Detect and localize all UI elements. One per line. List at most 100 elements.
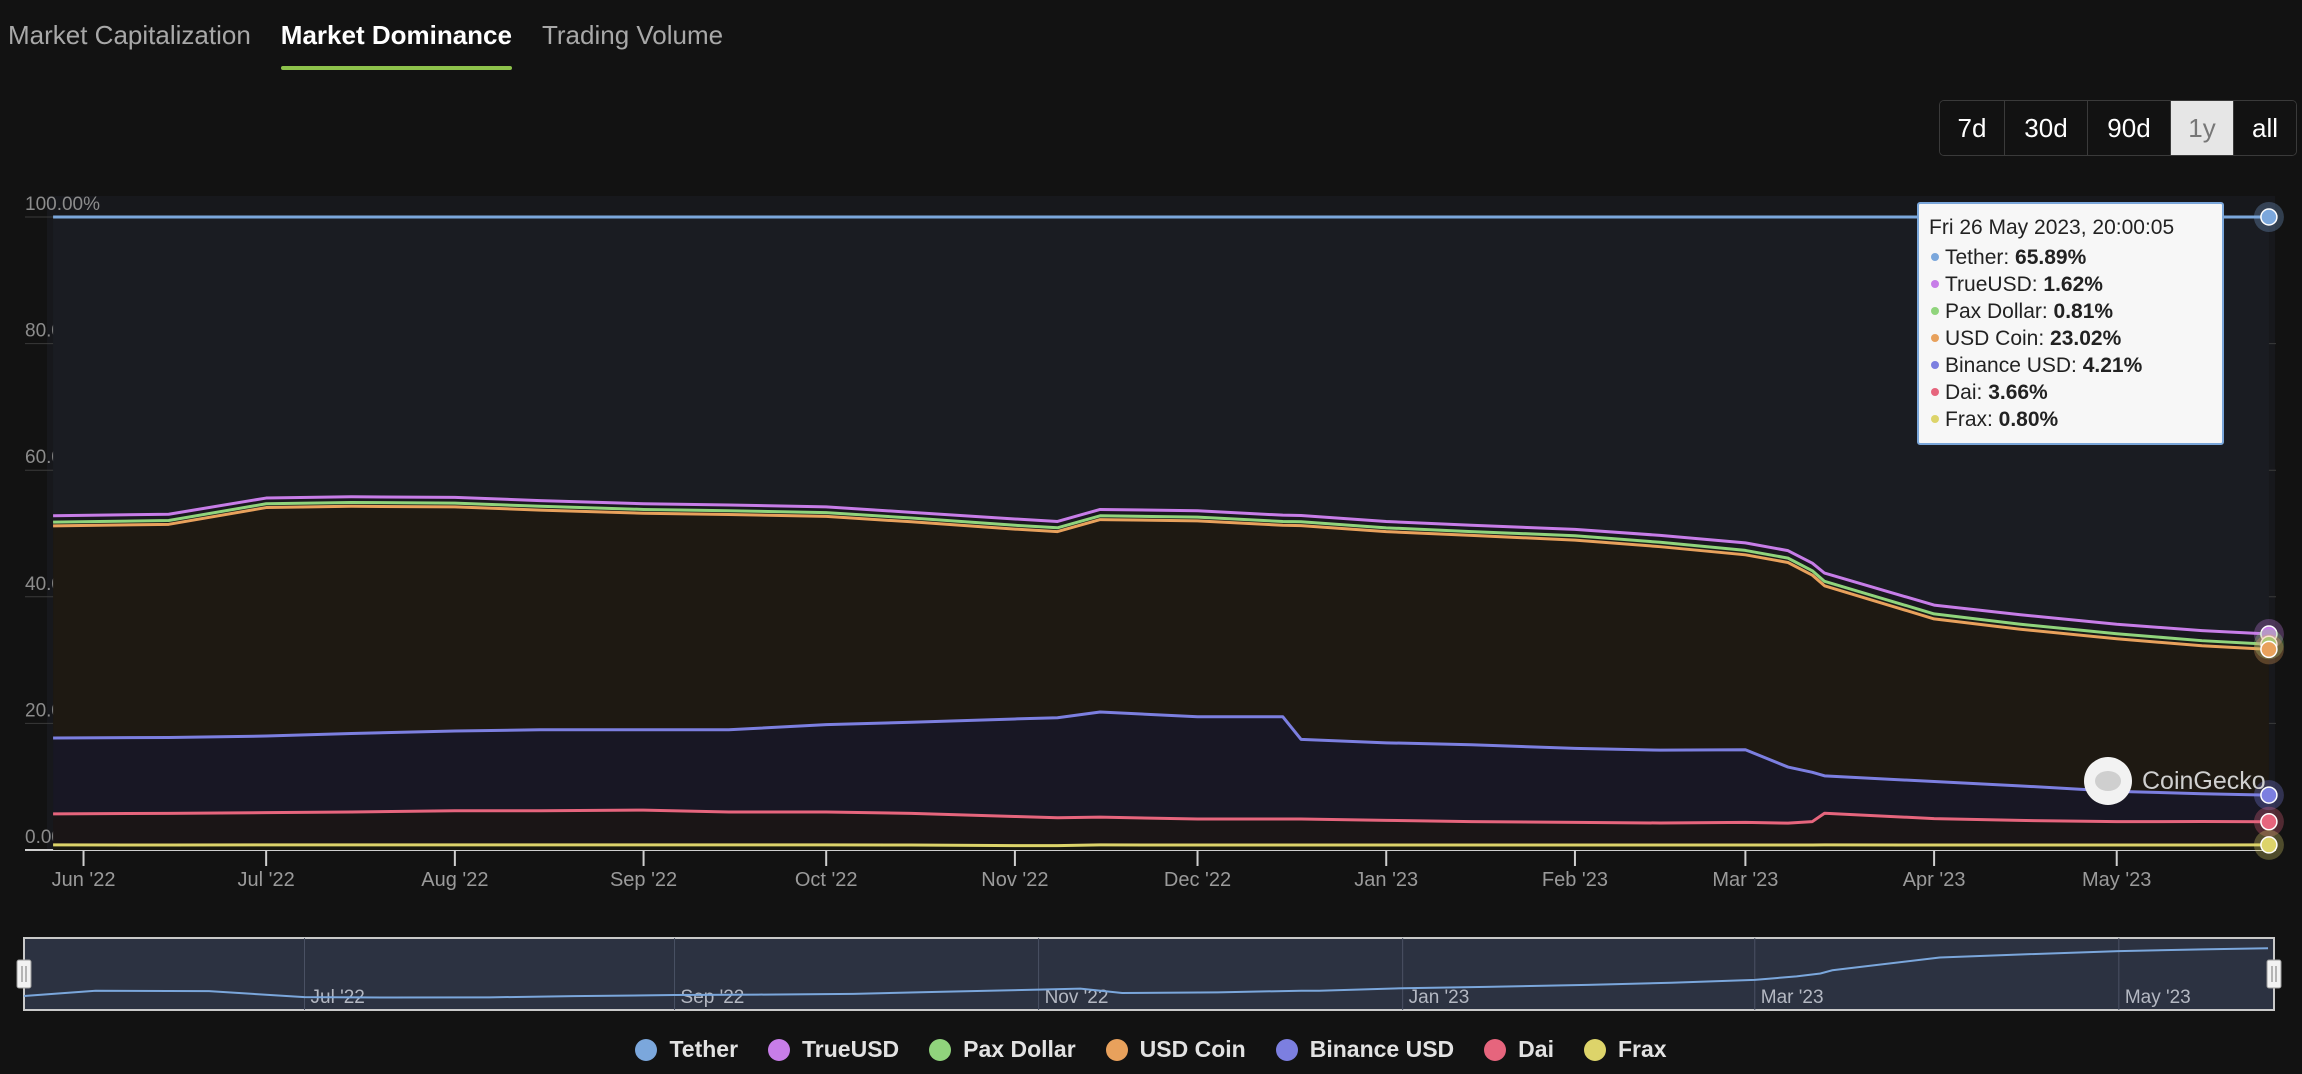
legend-label: USD Coin <box>1139 1036 1246 1062</box>
legend-dot-icon <box>768 1038 791 1061</box>
tooltip-series-value: 0.80% <box>1998 408 2059 431</box>
tooltip-series-name: USD Coin: <box>1945 327 2051 350</box>
tab-market-capitalization[interactable]: Market Capitalization <box>8 20 251 50</box>
navigator-tick-label: May '23 <box>2125 987 2191 1008</box>
tab-trading-volume[interactable]: Trading Volume <box>541 20 724 50</box>
line-pax-dollar <box>53 500 2269 646</box>
marker-point <box>2260 813 2278 831</box>
hover-markers <box>2253 202 2284 860</box>
coingecko-watermark: CoinGecko <box>2084 757 2266 805</box>
line-trueusd <box>53 495 2269 636</box>
tooltip-series-value: 23.02% <box>2050 327 2122 350</box>
series-dot-icon <box>1931 388 1939 396</box>
tooltip-row: Frax: 0.80% <box>1929 406 2212 433</box>
x-tick-label: Mar '23 <box>1712 869 1778 891</box>
stacked-areas <box>53 217 2269 850</box>
legend-item-frax[interactable]: Frax <box>1583 1036 1667 1063</box>
tooltip-series-value: 65.89% <box>2015 246 2087 269</box>
legend-item-trueusd[interactable]: TrueUSD <box>768 1036 899 1063</box>
tooltip-series-value: 4.21% <box>2082 354 2143 377</box>
marker-point <box>2260 640 2278 659</box>
x-tick-label: Apr '23 <box>1903 869 1966 891</box>
x-tick-label: Nov '22 <box>981 869 1048 891</box>
navigator[interactable]: Jul '22 Sep '22 Nov '22 Jan '23 Mar '23 May '… <box>16 937 2282 1011</box>
legend-label: Frax <box>1617 1036 1667 1062</box>
tooltip-series-name: Pax Dollar: <box>1945 300 2054 323</box>
marker-point <box>2260 786 2278 804</box>
tooltip-series-name: TrueUSD: <box>1945 273 2044 296</box>
range-1y-button[interactable]: 1y <box>2171 101 2234 155</box>
legend-item-usd-coin[interactable]: USD Coin <box>1105 1036 1246 1063</box>
x-tick-label: Jul '22 <box>238 869 295 891</box>
legend-dot-icon <box>635 1038 658 1061</box>
x-tick-label: Aug '22 <box>421 869 488 891</box>
series-dot-icon <box>1931 415 1939 423</box>
marker-point <box>2260 208 2278 226</box>
gecko-logo-icon <box>2084 757 2132 805</box>
tooltip-row: Dai: 3.66% <box>1929 379 2212 406</box>
tooltip-row: TrueUSD: 1.62% <box>1929 271 2212 298</box>
tooltip-series-value: 3.66% <box>1988 381 2048 404</box>
x-tick-label: Jan '23 <box>1354 869 1418 891</box>
line-dai <box>53 808 2269 825</box>
tooltip-series-name: Tether: <box>1945 246 2016 269</box>
navigator-tick-label: Nov '22 <box>1045 987 1109 1008</box>
area-dai <box>53 810 2269 846</box>
series-dot-icon <box>1931 334 1939 342</box>
x-tick-label: Sep '22 <box>610 869 677 891</box>
legend-item-dai[interactable]: Dai <box>1484 1036 1554 1063</box>
chart-tooltip: Fri 26 May 2023, 20:00:05 Tether: 65.89%… <box>1917 202 2224 445</box>
range-selector: 7d 30d 90d 1y all <box>1939 100 2297 156</box>
series-dot-icon <box>1931 307 1939 315</box>
tooltip-series-value: 0.81% <box>2053 300 2114 323</box>
area-binance-usd <box>53 712 2269 824</box>
tooltip-row: Tether: 65.89% <box>1929 244 2212 271</box>
area-tether <box>53 217 2269 635</box>
line-frax <box>53 843 2269 848</box>
legend-dot-icon <box>1275 1038 1298 1061</box>
navigator-left-handle[interactable] <box>16 959 32 989</box>
range-all-button[interactable]: all <box>2234 101 2296 155</box>
range-7d-button[interactable]: 7d <box>1940 101 2005 155</box>
tooltip-series-name: Dai: <box>1945 381 1989 404</box>
legend-dot-icon <box>1484 1038 1507 1061</box>
navigator-tick-label: Mar '23 <box>1761 987 1824 1008</box>
tooltip-rows: Tether: 65.89% TrueUSD: 1.62% Pax Dollar: … <box>1929 244 2212 433</box>
tooltip-series-value: 1.62% <box>2043 273 2103 296</box>
x-axis: Jun '22 Jul '22 Aug '22 Sep '22 Oct '22 Nov '… <box>52 850 2151 891</box>
chart-tabs: Market Capitalization Market Dominance T… <box>0 0 753 72</box>
legend-item-tether[interactable]: Tether <box>635 1036 738 1063</box>
legend-dot-icon <box>1105 1038 1128 1061</box>
range-30d-button[interactable]: 30d <box>2005 101 2088 155</box>
legend-dot-icon <box>1583 1038 1606 1061</box>
legend-label: Pax Dollar <box>963 1036 1076 1062</box>
tooltip-row: USD Coin: 23.02% <box>1929 325 2212 352</box>
tooltip-row: Pax Dollar: 0.81% <box>1929 298 2212 325</box>
series-dot-icon <box>1931 361 1939 369</box>
series-dot-icon <box>1931 253 1939 261</box>
navigator-right-handle[interactable] <box>2266 959 2282 989</box>
series-lines <box>53 215 2269 848</box>
legend-label: Binance USD <box>1309 1036 1455 1062</box>
x-tick-label: Oct '22 <box>795 869 858 891</box>
tooltip-series-name: Frax: <box>1945 408 1999 431</box>
legend-label: Tether <box>669 1036 739 1062</box>
legend-item-binance-usd[interactable]: Binance USD <box>1275 1036 1455 1063</box>
tooltip-row: Binance USD: 4.21% <box>1929 352 2212 379</box>
legend-label: Dai <box>1518 1036 1554 1062</box>
x-tick-label: Jun '22 <box>52 869 116 891</box>
x-tick-label: May '23 <box>2082 869 2151 891</box>
navigator-tick-label: Jan '23 <box>1409 987 1470 1008</box>
series-dot-icon <box>1931 280 1939 288</box>
legend-dot-icon <box>929 1038 952 1061</box>
line-usd-coin <box>53 504 2269 651</box>
tab-market-dominance[interactable]: Market Dominance <box>280 0 513 70</box>
navigator-series-line <box>23 947 2269 999</box>
x-tick-label: Dec '22 <box>1164 869 1231 891</box>
marker-point <box>2260 836 2278 854</box>
area-usd-coin <box>53 506 2269 796</box>
navigator-tick-label: Sep '22 <box>681 987 745 1008</box>
range-90d-button[interactable]: 90d <box>2088 101 2171 155</box>
legend-item-pax-dollar[interactable]: Pax Dollar <box>929 1036 1076 1063</box>
